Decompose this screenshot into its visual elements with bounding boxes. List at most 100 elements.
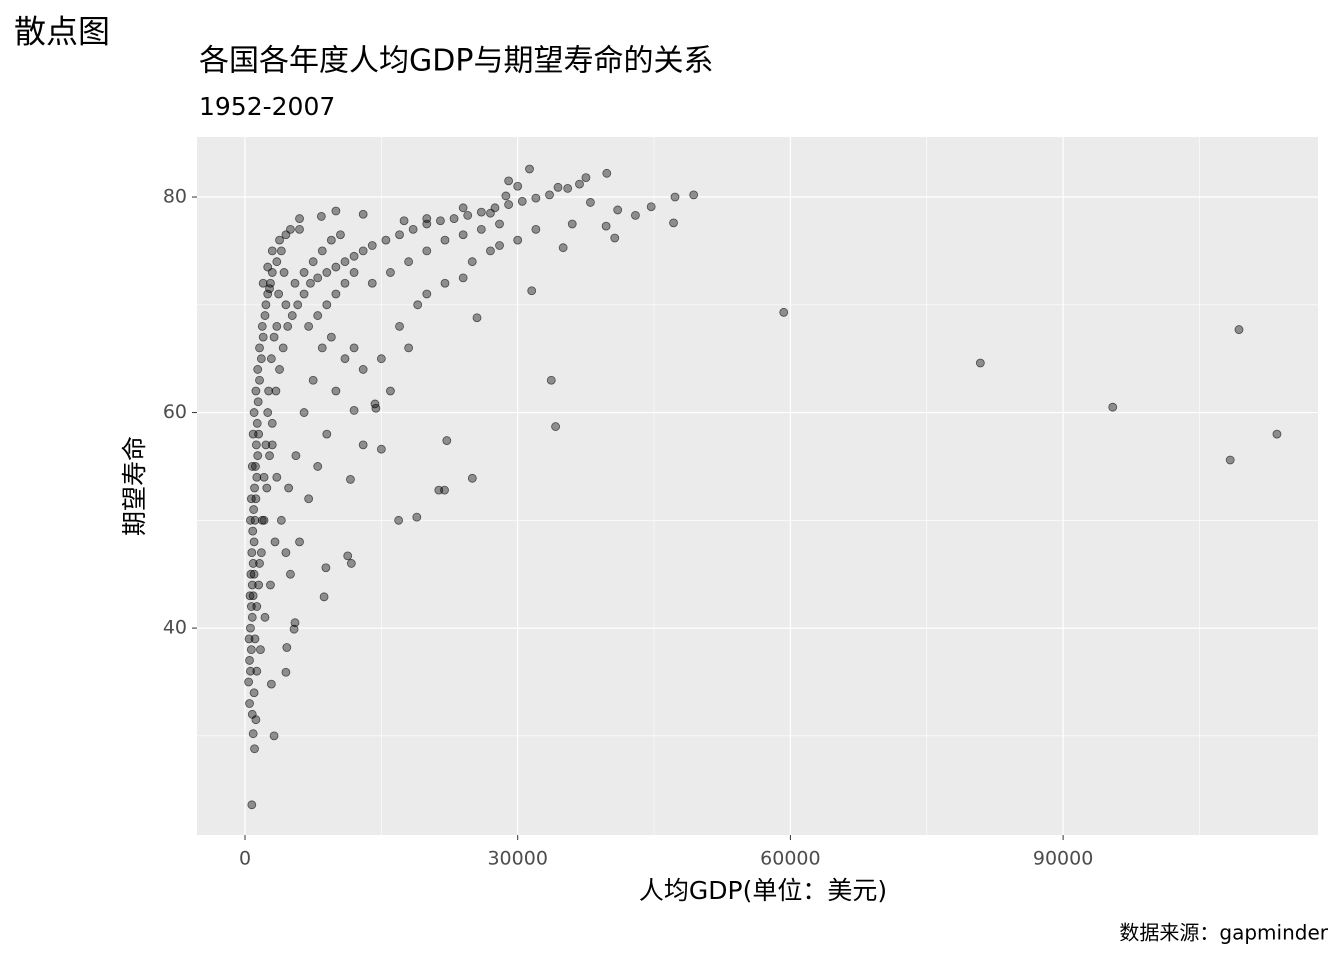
point (293, 300, 303, 310)
point (249, 688, 259, 698)
point (252, 602, 262, 611)
point (317, 343, 327, 353)
point (308, 257, 318, 267)
point (408, 224, 418, 234)
point (248, 526, 258, 536)
point (546, 375, 556, 385)
point (326, 235, 336, 245)
point (501, 191, 511, 201)
point (567, 219, 577, 229)
point (610, 233, 620, 243)
point (255, 343, 264, 353)
point (284, 483, 294, 493)
point (304, 494, 314, 504)
point (340, 257, 350, 267)
point (319, 592, 329, 602)
point (264, 386, 274, 396)
point (257, 515, 267, 525)
x-tick-label: 0 (239, 848, 251, 870)
point (275, 365, 284, 374)
point (250, 744, 259, 754)
point (291, 451, 301, 461)
point (265, 451, 274, 461)
point (631, 210, 640, 220)
point (262, 483, 272, 493)
point (336, 230, 345, 240)
point (331, 289, 341, 299)
point (467, 473, 477, 483)
point (248, 559, 258, 568)
point (246, 666, 255, 676)
point (586, 198, 595, 207)
point (250, 634, 260, 644)
point (247, 462, 257, 471)
point (1225, 455, 1235, 465)
point (276, 246, 286, 256)
point (295, 537, 304, 547)
point (279, 268, 289, 277)
point (246, 645, 256, 655)
point (476, 207, 486, 217)
point (281, 548, 291, 558)
point (253, 451, 263, 461)
point (247, 800, 257, 810)
point (274, 289, 284, 299)
point (531, 193, 541, 203)
point (458, 273, 468, 283)
point (250, 483, 259, 493)
point (251, 462, 260, 471)
x-tick-label: 90000 (1033, 848, 1093, 870)
point (247, 709, 257, 719)
point (275, 235, 284, 245)
point (358, 440, 368, 450)
point (269, 332, 279, 342)
point (367, 241, 377, 250)
point (558, 243, 568, 253)
point (322, 300, 332, 310)
page-label: 散点图 (14, 13, 110, 51)
point (349, 251, 359, 261)
point (513, 181, 523, 191)
point (331, 206, 341, 216)
point (340, 278, 350, 288)
point (495, 241, 504, 250)
point (346, 559, 356, 568)
point (299, 268, 309, 277)
point (472, 313, 482, 323)
x-axis-title: 人均GDP(单位：美元) (639, 876, 887, 905)
point (304, 321, 314, 331)
point (601, 221, 611, 231)
y-tick-label: 40 (163, 617, 187, 639)
point (269, 731, 279, 741)
point (404, 343, 414, 353)
point (495, 219, 504, 229)
point (246, 569, 256, 579)
y-axis-title: 期望寿命 (120, 436, 149, 536)
point (263, 262, 273, 272)
point (412, 512, 422, 522)
point (367, 278, 377, 288)
point (1272, 429, 1282, 439)
point (422, 219, 432, 229)
point (258, 278, 268, 288)
point (370, 399, 380, 409)
point (251, 440, 261, 450)
point (331, 386, 341, 396)
point (490, 203, 500, 213)
point (263, 408, 273, 417)
point (252, 472, 262, 482)
point (281, 667, 291, 677)
point (251, 386, 261, 396)
point (340, 354, 350, 364)
point (306, 278, 315, 288)
point (252, 418, 262, 428)
point (326, 332, 336, 342)
point (486, 246, 495, 256)
y-tick-label: 60 (163, 401, 187, 423)
point (248, 429, 258, 439)
point (267, 440, 277, 450)
point (376, 444, 386, 454)
point (283, 321, 293, 331)
point (395, 230, 404, 240)
